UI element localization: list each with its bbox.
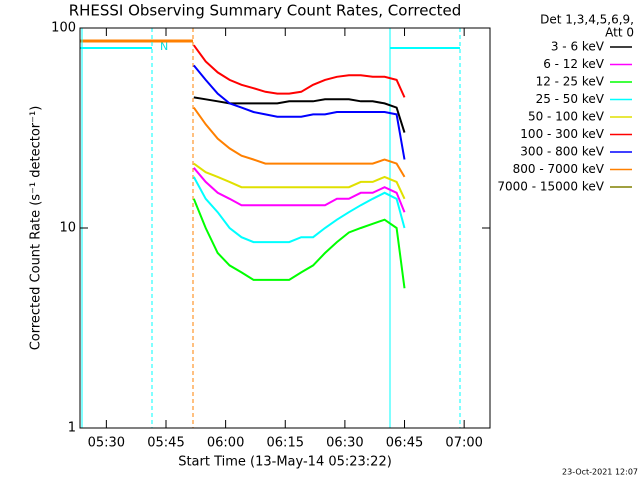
legend-title: Det 1,3,4,5,6,9, xyxy=(540,13,634,27)
footer: 23-Oct-2021 12:07 xyxy=(562,468,638,477)
y-tick-label: 10 xyxy=(59,221,76,236)
plot-frame xyxy=(79,27,491,429)
y-tick-label: 100 xyxy=(51,21,76,36)
legend-label: 12 - 25 keV xyxy=(536,75,605,89)
x-tick-label: 06:45 xyxy=(386,436,423,451)
x-tick-label: 07:00 xyxy=(445,436,482,451)
series-line xyxy=(192,176,406,244)
chart-title: RHESSI Observing Summary Count Rates, Co… xyxy=(69,2,462,20)
series-line xyxy=(193,96,406,133)
x-axis-label: Start Time (13-May-14 05:23:22) xyxy=(178,455,392,470)
legend-title: Att 0 xyxy=(605,26,634,40)
legend-label: 7000 - 15000 keV xyxy=(497,180,604,194)
legend-label: 800 - 7000 keV xyxy=(513,162,605,176)
x-tick-label: 06:15 xyxy=(267,436,304,451)
legend-label: 100 - 300 keV xyxy=(520,127,604,141)
x-tick-label: 06:00 xyxy=(207,436,244,451)
legend-label: 50 - 100 keV xyxy=(528,110,605,124)
legend-label: 300 - 800 keV xyxy=(520,145,604,159)
legend-label: 6 - 12 keV xyxy=(543,57,605,71)
series-line xyxy=(192,198,406,289)
series-line xyxy=(193,167,406,213)
x-tick-label: 05:45 xyxy=(147,436,184,451)
series-line xyxy=(193,162,406,200)
x-tick-label: 06:30 xyxy=(326,436,363,451)
state-markers xyxy=(80,28,461,428)
x-tick-label: 05:30 xyxy=(88,436,125,451)
y-tick-label: 1 xyxy=(68,421,76,436)
series-line xyxy=(192,107,406,178)
legend-label: 25 - 50 keV xyxy=(536,92,605,106)
y-axis-label: Corrected Count Rate (s⁻¹ detector⁻¹) xyxy=(29,106,44,351)
legend-label: 3 - 6 keV xyxy=(551,40,605,54)
series-line xyxy=(192,44,406,98)
annotation: N xyxy=(160,40,168,53)
series-line xyxy=(193,64,406,160)
